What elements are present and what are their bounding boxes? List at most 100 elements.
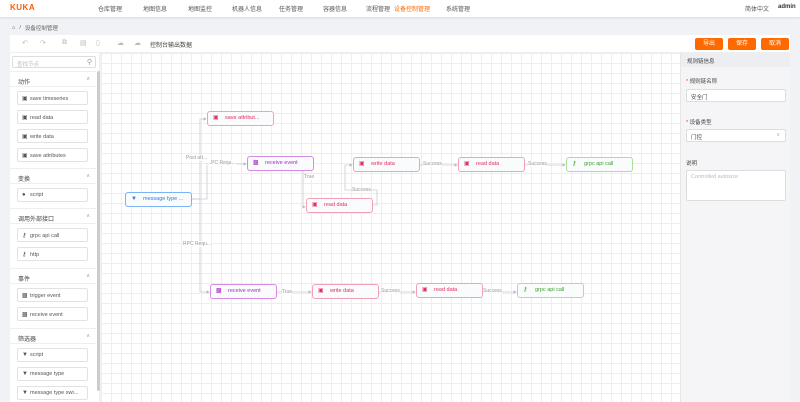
breadcrumb: ⌂ / 设备控制管理 [12,24,58,32]
palette-node[interactable]: ⚷ http [17,247,88,261]
user-menu[interactable]: admin [778,4,796,10]
name-label-text: 规则链名称 [689,79,718,85]
flow-node[interactable]: ▣ save attribut... [207,111,274,126]
device-type-select[interactable]: 门控 ∨ [686,129,786,142]
section-title: 事件 [18,277,31,283]
palette-section-header[interactable]: 事件 ∧ [10,268,96,284]
node-type-icon: ▣ [312,202,318,208]
flow-node[interactable]: ▩ receive event [210,284,277,299]
section-title: 调用外部接口 [18,217,55,223]
palette-node-label: message type swi... [30,390,79,396]
nav-item[interactable]: 系统管理 [446,7,471,13]
palette-section-header[interactable]: 筛选器 ∧ [10,328,96,344]
flow-node[interactable]: ▣ write data [353,157,420,172]
language-select[interactable]: 简体中文 [745,7,770,13]
description-textarea[interactable]: Controlled autosize [686,170,786,201]
scrollbar[interactable] [97,71,100,391]
nav-item[interactable]: 仓库管理 [98,7,123,13]
palette-section-header[interactable]: 动作 ∧ [10,71,96,87]
node-type-icon: ▩ [22,312,28,318]
palette-node[interactable]: ▣ write data [17,129,88,143]
nav-item[interactable]: 机器人信息 [232,7,263,13]
paste-icon[interactable]: ▤ [80,40,87,47]
section-title: 变换 [18,177,31,183]
node-type-icon: ▩ [22,293,28,299]
logo: KUKA [10,3,36,12]
redo-icon[interactable]: ↷ [40,40,46,47]
palette-node-label: save attributes [30,153,66,159]
home-icon[interactable]: ⌂ [12,25,16,31]
flow-node-label: write data [371,161,395,167]
flow-node[interactable]: ⚷ grpc api call [517,283,584,298]
palette-node-label: receive event [30,312,63,318]
nav-item[interactable]: 任务管理 [279,7,304,13]
edges [192,117,566,294]
chevron-up-icon[interactable]: ∧ [86,76,90,82]
palette-node-label: write data [30,134,54,140]
flow-node[interactable]: ⚷ grpc api call [566,157,633,172]
save-button[interactable]: 保存 [728,38,756,50]
description-label: 说明 [686,161,698,167]
node-search-input[interactable]: 查找节点 ⚲ [12,56,96,68]
palette-section-header[interactable]: 调用外部接口 ∧ [10,208,96,224]
palette-node[interactable]: ⚷ grpc api call [17,228,88,242]
rule-chain-panel: 规则链信息 * 规则链名称 安全门 * 设备类型 门控 ∨ 说明 Controll… [680,53,790,402]
undo-icon[interactable]: ↶ [22,40,28,47]
palette-node[interactable]: ▼ message type [17,367,88,381]
search-icon[interactable]: ⚲ [86,59,92,66]
palette-node[interactable]: ▣ save attributes [17,148,88,162]
flow-node[interactable]: ▼ message type ... [125,192,192,207]
flow-node-label: receive event [228,288,261,294]
flow-node[interactable]: ▣ read data [458,157,525,172]
flow-node-label: read data [434,287,458,293]
palette-node[interactable]: ▼ message type swi... [17,386,88,400]
palette-node[interactable]: ▩ trigger event [17,288,88,302]
palette-node[interactable]: ▼ script [17,348,88,362]
name-label: * 规则链名称 [686,79,718,85]
node-type-icon: ▼ [22,352,28,358]
nav-item-active[interactable]: 设备控制管理 [394,7,431,13]
flow-node-label: grpc api call [535,287,565,293]
device-type-label-text: 设备类型 [689,120,712,126]
node-type-icon: ⚷ [22,233,27,239]
palette-node[interactable]: ▣ read data [17,110,88,124]
palette-node-label: read data [30,115,54,121]
palette-node-label: grpc api call [30,233,60,239]
palette-node[interactable]: ▣ save timeseries [17,91,88,105]
section-title: 动作 [18,80,31,86]
search-placeholder: 查找节点 [17,62,40,68]
chevron-up-icon[interactable]: ∧ [86,273,90,279]
palette-section-header[interactable]: 变换 ∧ [10,168,96,184]
node-type-icon: ▩ [216,288,222,294]
rule-chain-name-input[interactable]: 安全门 [686,89,786,102]
palette-node-label: http [30,252,40,258]
chevron-up-icon[interactable]: ∧ [86,173,90,179]
nav-item[interactable]: 地图信息 [143,7,168,13]
chevron-up-icon[interactable]: ∧ [86,333,90,339]
nav-item[interactable]: 流程管理 [366,7,391,13]
node-type-icon: ▼ [22,390,28,396]
node-type-icon: ⚷ [572,161,577,167]
copy-icon[interactable]: ⧉ [62,39,67,46]
zoom-out-icon[interactable]: ☁ [117,40,124,47]
flow-node-label: message type ... [143,196,184,202]
flow-node[interactable]: ▣ read data [306,198,373,213]
flow-node[interactable]: ▣ read data [416,283,483,298]
chevron-up-icon[interactable]: ∧ [86,213,90,219]
palette-node[interactable]: ▩ receive event [17,307,88,321]
nav-item[interactable]: 地图监控 [188,7,213,13]
palette-node[interactable]: ● script [17,188,88,202]
console-output-button[interactable]: 控制台输出数据 [150,43,193,49]
flow-node[interactable]: ▩ receive event [247,156,314,171]
cancel-button[interactable]: 取消 [761,38,789,50]
delete-icon[interactable]: ▯ [96,40,100,47]
node-type-icon: ▣ [359,161,365,167]
flow-canvas[interactable]: ▣ save attribut... ▩ receive event ▼ message … [101,53,680,402]
export-button[interactable]: 导出 [695,38,723,50]
zoom-in-icon[interactable]: ☁ [134,40,141,47]
nav-item[interactable]: 容器信息 [323,7,348,13]
flow-node[interactable]: ▣ write data [312,284,379,299]
flow-node-label: grpc api call [584,161,614,167]
palette-node-label: save timeseries [30,96,69,102]
edge-label: True [304,174,315,180]
